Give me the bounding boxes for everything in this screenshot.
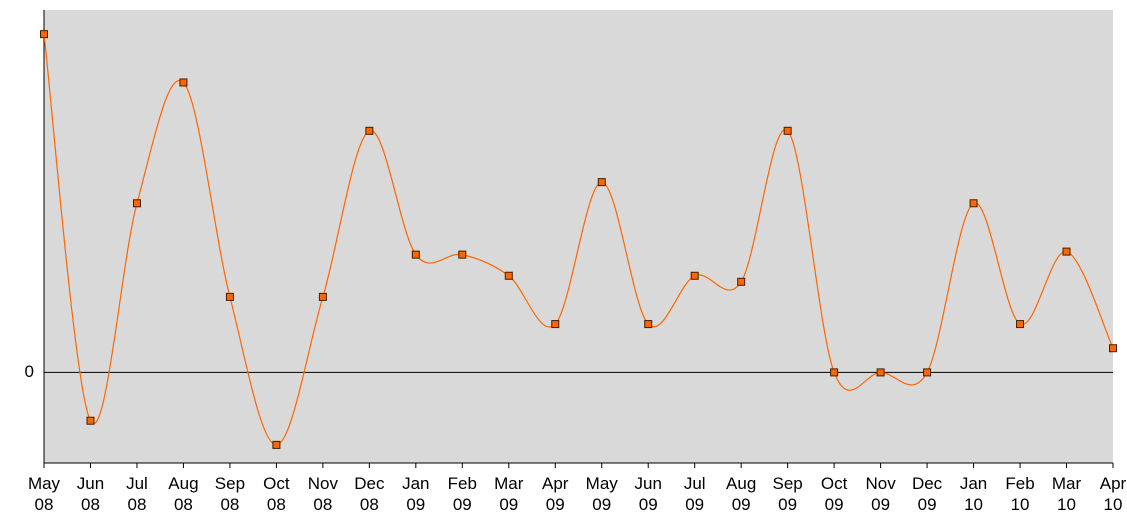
data-point: [132, 199, 141, 208]
x-tick-label: Jul 08: [126, 474, 148, 514]
x-tick-label: May 09: [585, 474, 618, 514]
data-point: [1109, 344, 1117, 353]
data-point: [551, 320, 560, 329]
x-tick-label: Nov 09: [865, 474, 896, 514]
x-tick-label: Aug 09: [726, 474, 757, 514]
data-point: [179, 78, 188, 87]
x-tick-label: Jan 09: [402, 474, 430, 514]
data-point: [86, 416, 95, 425]
x-tick-label: Jun 08: [76, 474, 105, 514]
x-tick-label: Feb 10: [1005, 474, 1035, 514]
data-point: [225, 292, 234, 301]
data-point: [1016, 320, 1025, 329]
data-point: [876, 368, 885, 377]
x-tick-label: Sep 09: [772, 474, 803, 514]
data-point: [1062, 247, 1071, 256]
x-tick-label: Apr 10: [1099, 474, 1127, 514]
x-tick-label: Jun 09: [634, 474, 662, 514]
x-tick-label: Oct 08: [263, 474, 290, 514]
data-point: [644, 320, 653, 329]
x-tick-label: Nov 08: [307, 474, 338, 514]
x-tick-label: Sep 08: [214, 474, 246, 514]
x-tick-label: Oct 09: [820, 474, 848, 514]
x-tick-label: Mar 10: [1051, 474, 1082, 514]
x-tick-label: Aug 08: [168, 474, 199, 514]
y-tick-label: 0: [25, 362, 34, 381]
x-tick-label: Mar 09: [494, 474, 524, 514]
x-tick-label: Dec 09: [911, 474, 943, 514]
data-point: [272, 440, 281, 449]
x-tick-label: Apr 09: [542, 474, 569, 514]
data-point: [690, 271, 699, 280]
x-tick-label: Jul 09: [683, 474, 706, 514]
x-tick-label: May 08: [27, 474, 61, 514]
data-point: [318, 292, 327, 301]
plot-area: [44, 10, 1113, 463]
data-point: [783, 126, 792, 135]
data-point: [737, 277, 746, 286]
x-tick-label: Feb 09: [447, 474, 477, 514]
x-tick-label: Dec 08: [354, 474, 385, 514]
data-point: [969, 199, 978, 208]
data-point: [830, 368, 839, 377]
data-point: [40, 30, 48, 39]
data-point: [923, 368, 932, 377]
data-point: [597, 178, 606, 187]
data-point: [365, 126, 374, 135]
data-point: [458, 250, 467, 259]
x-tick-label: Jan 10: [959, 474, 988, 514]
data-point: [411, 250, 420, 259]
data-point: [504, 271, 513, 280]
